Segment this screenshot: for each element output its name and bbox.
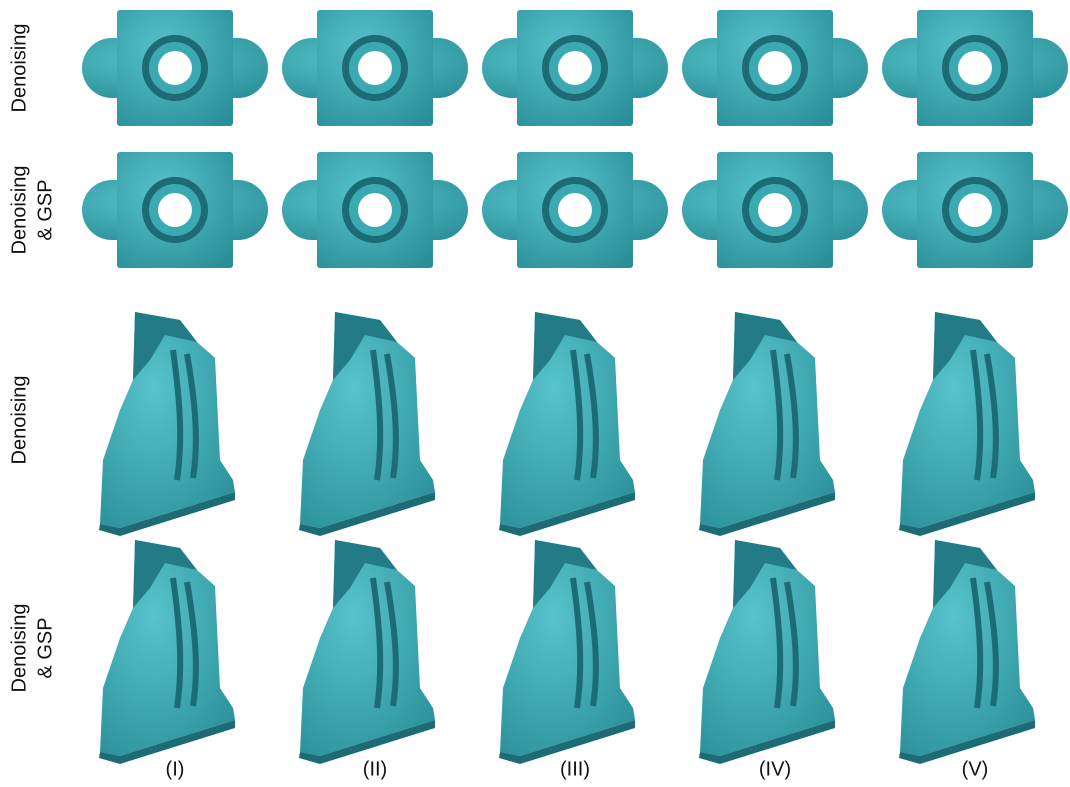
mesh-block-render <box>282 152 468 268</box>
row-label: & GSP <box>34 617 56 678</box>
mesh-block-render <box>482 152 668 268</box>
mesh-fan-render <box>899 312 1035 536</box>
mesh-fan-render <box>99 312 235 536</box>
column-label: (IV) <box>759 758 791 780</box>
mesh-block-render <box>882 10 1068 126</box>
mesh-fan-render <box>299 540 435 764</box>
mesh-fan-render <box>99 540 235 764</box>
figure: DenoisingDenoising& GSPDenoisingDenoisin… <box>0 0 1070 787</box>
column-label: (V) <box>962 758 989 780</box>
row-label: Denoising <box>8 604 30 693</box>
mesh-block-render <box>682 152 868 268</box>
row-label: & GSP <box>34 179 56 240</box>
column-label: (I) <box>166 758 185 780</box>
mesh-fan-render <box>899 540 1035 764</box>
mesh-fan-render <box>699 312 835 536</box>
row-label: Denoising <box>8 166 30 255</box>
column-label: (II) <box>363 758 387 780</box>
mesh-block-render <box>482 10 668 126</box>
mesh-block-render <box>82 10 268 126</box>
mesh-fan-render <box>699 540 835 764</box>
mesh-block-render <box>882 152 1068 268</box>
mesh-block-render <box>682 10 868 126</box>
mesh-fan-render <box>499 540 635 764</box>
row-label: Denoising <box>8 376 30 465</box>
row-label: Denoising <box>8 24 30 113</box>
mesh-block-render <box>282 10 468 126</box>
mesh-fan-render <box>499 312 635 536</box>
mesh-block-render <box>82 152 268 268</box>
column-label: (III) <box>560 758 590 780</box>
mesh-fan-render <box>299 312 435 536</box>
